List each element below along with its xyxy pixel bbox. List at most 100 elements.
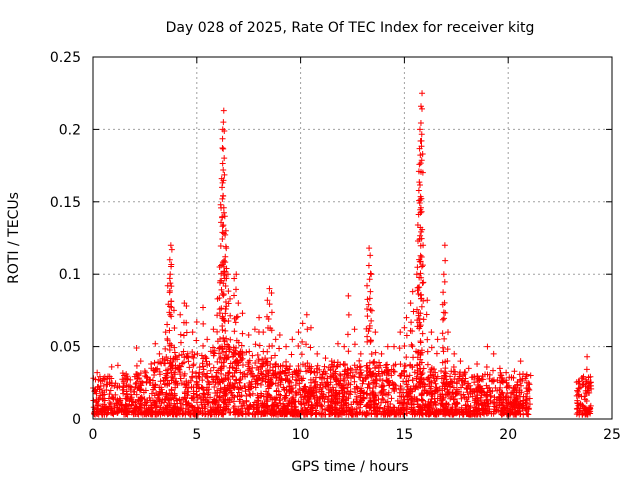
roti-point: [323, 383, 330, 390]
roti-point: [306, 397, 313, 404]
roti-point: [304, 394, 311, 401]
roti-point: [313, 365, 320, 372]
roti-point: [232, 358, 239, 365]
roti-point: [458, 384, 465, 391]
roti-point: [412, 410, 419, 417]
roti-point: [525, 411, 532, 418]
roti-point: [266, 285, 273, 292]
roti-point: [409, 343, 416, 350]
y-tick-label: 0.15: [50, 195, 81, 211]
roti-point: [162, 329, 169, 336]
roti-point: [266, 301, 273, 308]
roti-point: [243, 398, 250, 405]
roti-point: [189, 374, 196, 381]
roti-point: [217, 243, 224, 250]
roti-point: [328, 358, 335, 365]
roti-point: [231, 292, 238, 299]
roti-point: [243, 349, 250, 356]
roti-point: [138, 394, 145, 401]
roti-point: [177, 406, 184, 413]
roti-point: [503, 369, 510, 376]
roti-point: [223, 335, 230, 342]
roti-point: [460, 372, 467, 379]
roti-point: [334, 399, 341, 406]
roti-point: [484, 396, 491, 403]
roti-point: [513, 411, 520, 418]
roti-point: [220, 167, 227, 174]
roti-point: [367, 252, 374, 259]
roti-point: [574, 388, 581, 395]
roti-point: [239, 355, 246, 362]
roti-point: [577, 384, 584, 391]
roti-point: [225, 318, 232, 325]
roti-point: [276, 345, 283, 352]
roti-point: [329, 362, 336, 369]
roti-point: [417, 152, 424, 159]
roti-point: [497, 369, 504, 376]
roti-point: [283, 343, 290, 350]
roti-point: [267, 376, 274, 383]
roti-point: [134, 384, 141, 391]
roti-point: [281, 395, 288, 402]
roti-point: [327, 407, 334, 414]
roti-point: [368, 317, 375, 324]
roti-point: [453, 379, 460, 386]
roti-point: [403, 354, 410, 361]
roti-point: [156, 388, 163, 395]
roti-point: [163, 367, 170, 374]
roti-point: [398, 385, 405, 392]
roti-point: [583, 366, 590, 373]
roti-point: [418, 274, 425, 281]
roti-point: [583, 380, 590, 387]
roti-point: [182, 409, 189, 416]
roti-point: [409, 328, 416, 335]
roti-point: [123, 388, 130, 395]
roti-point: [491, 400, 498, 407]
roti-point: [403, 381, 410, 388]
roti-point: [338, 384, 345, 391]
roti-point: [474, 360, 481, 367]
roti-point: [490, 367, 497, 374]
roti-point: [499, 378, 506, 385]
roti-point: [222, 253, 229, 260]
roti-point: [220, 411, 227, 418]
roti-point: [235, 406, 242, 413]
roti-point: [434, 336, 441, 343]
roti-point: [169, 373, 176, 380]
roti-point: [156, 368, 163, 375]
roti-point: [343, 407, 350, 414]
roti-point: [131, 373, 138, 380]
roti-point: [367, 337, 374, 344]
roti-point: [363, 402, 370, 409]
roti-point: [103, 381, 110, 388]
roti-point: [417, 209, 424, 216]
roti-point: [232, 367, 239, 374]
roti-point: [503, 377, 510, 384]
roti-point: [579, 411, 586, 418]
roti-point: [497, 384, 504, 391]
roti-point: [305, 392, 312, 399]
roti-point: [196, 369, 203, 376]
roti-point: [490, 378, 497, 385]
roti-point: [314, 381, 321, 388]
roti-point: [222, 392, 229, 399]
roti-point: [418, 235, 425, 242]
roti-point: [269, 342, 276, 349]
roti-point: [379, 383, 386, 390]
roti-point: [385, 370, 392, 377]
roti-point: [527, 372, 534, 379]
roti-point: [415, 284, 422, 291]
roti-point: [486, 375, 493, 382]
roti-point: [364, 364, 371, 371]
roti-point: [584, 387, 591, 394]
roti-point: [295, 373, 302, 380]
roti-point: [325, 389, 332, 396]
roti-point: [428, 383, 435, 390]
roti-point: [419, 105, 426, 112]
axis-ticks: [92, 56, 613, 420]
roti-point: [418, 143, 425, 150]
roti-point: [218, 286, 225, 293]
roti-point: [364, 282, 371, 289]
roti-point: [448, 406, 455, 413]
roti-point: [168, 387, 175, 394]
